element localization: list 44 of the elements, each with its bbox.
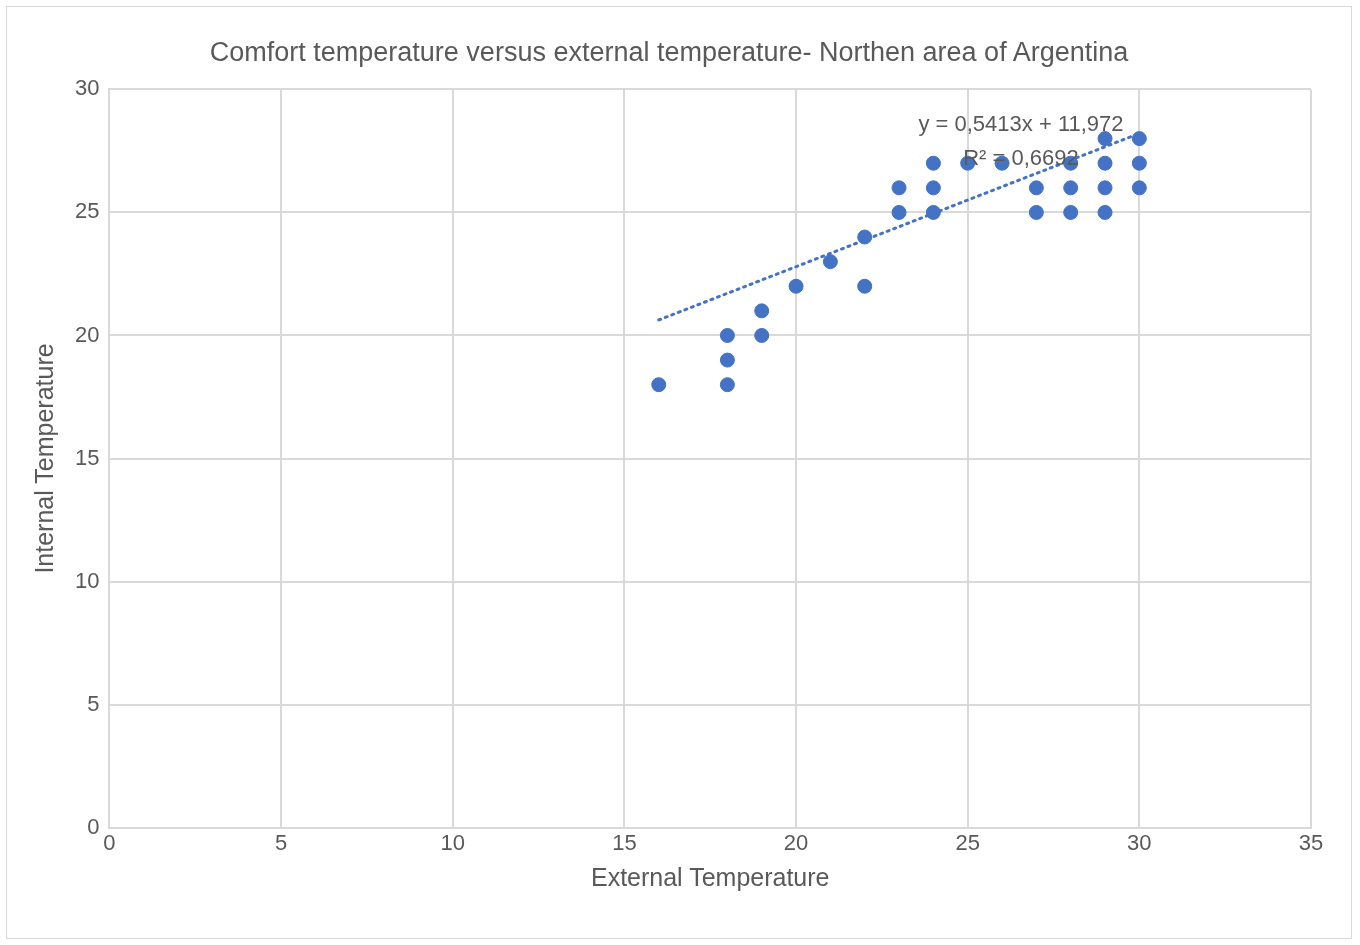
point (1097, 204, 1113, 220)
point (822, 254, 838, 270)
point (1097, 155, 1113, 171)
point (1028, 180, 1044, 196)
point (651, 377, 667, 393)
point (857, 229, 873, 245)
point (1063, 180, 1079, 196)
point (1063, 204, 1079, 220)
y-tick-label: 30 (74, 75, 100, 101)
x-tick-label: 30 (1127, 829, 1152, 855)
x-tick-label: 20 (783, 829, 809, 855)
point (754, 303, 770, 319)
x-tick-label: 15 (612, 829, 637, 855)
y-axis-title: Internal Temperature (29, 343, 58, 574)
annotation: y = 0,5413x + 11,972 (918, 111, 1124, 137)
point (891, 180, 907, 196)
chart-title: Comfort temperature versus external temperature- Northen area of Argentina (209, 36, 1130, 67)
point (925, 155, 941, 171)
x-tick-label: 0 (103, 829, 116, 855)
x-tick-label: 35 (1298, 829, 1324, 855)
point (925, 204, 941, 220)
point (788, 278, 804, 294)
point (891, 204, 907, 220)
point (1131, 180, 1147, 196)
point (857, 278, 873, 294)
y-tick-label: 5 (87, 690, 100, 716)
point (1131, 155, 1147, 171)
point (1028, 204, 1044, 220)
y-tick-label: 0 (87, 813, 100, 839)
point (719, 327, 735, 343)
point (925, 180, 941, 196)
point (719, 377, 735, 393)
point (754, 327, 770, 343)
y-tick-label: 10 (74, 567, 100, 593)
x-tick-label: 5 (274, 829, 288, 855)
point (1131, 131, 1147, 147)
x-tick-label: 25 (955, 829, 980, 855)
x-tick-label: 10 (440, 829, 466, 855)
point (719, 352, 735, 368)
y-tick-label: 15 (74, 444, 100, 470)
y-tick-label: 20 (74, 321, 100, 347)
x-axis-title: External Temperature (590, 862, 830, 891)
y-tick-label: 25 (74, 198, 100, 224)
point (1097, 180, 1113, 196)
